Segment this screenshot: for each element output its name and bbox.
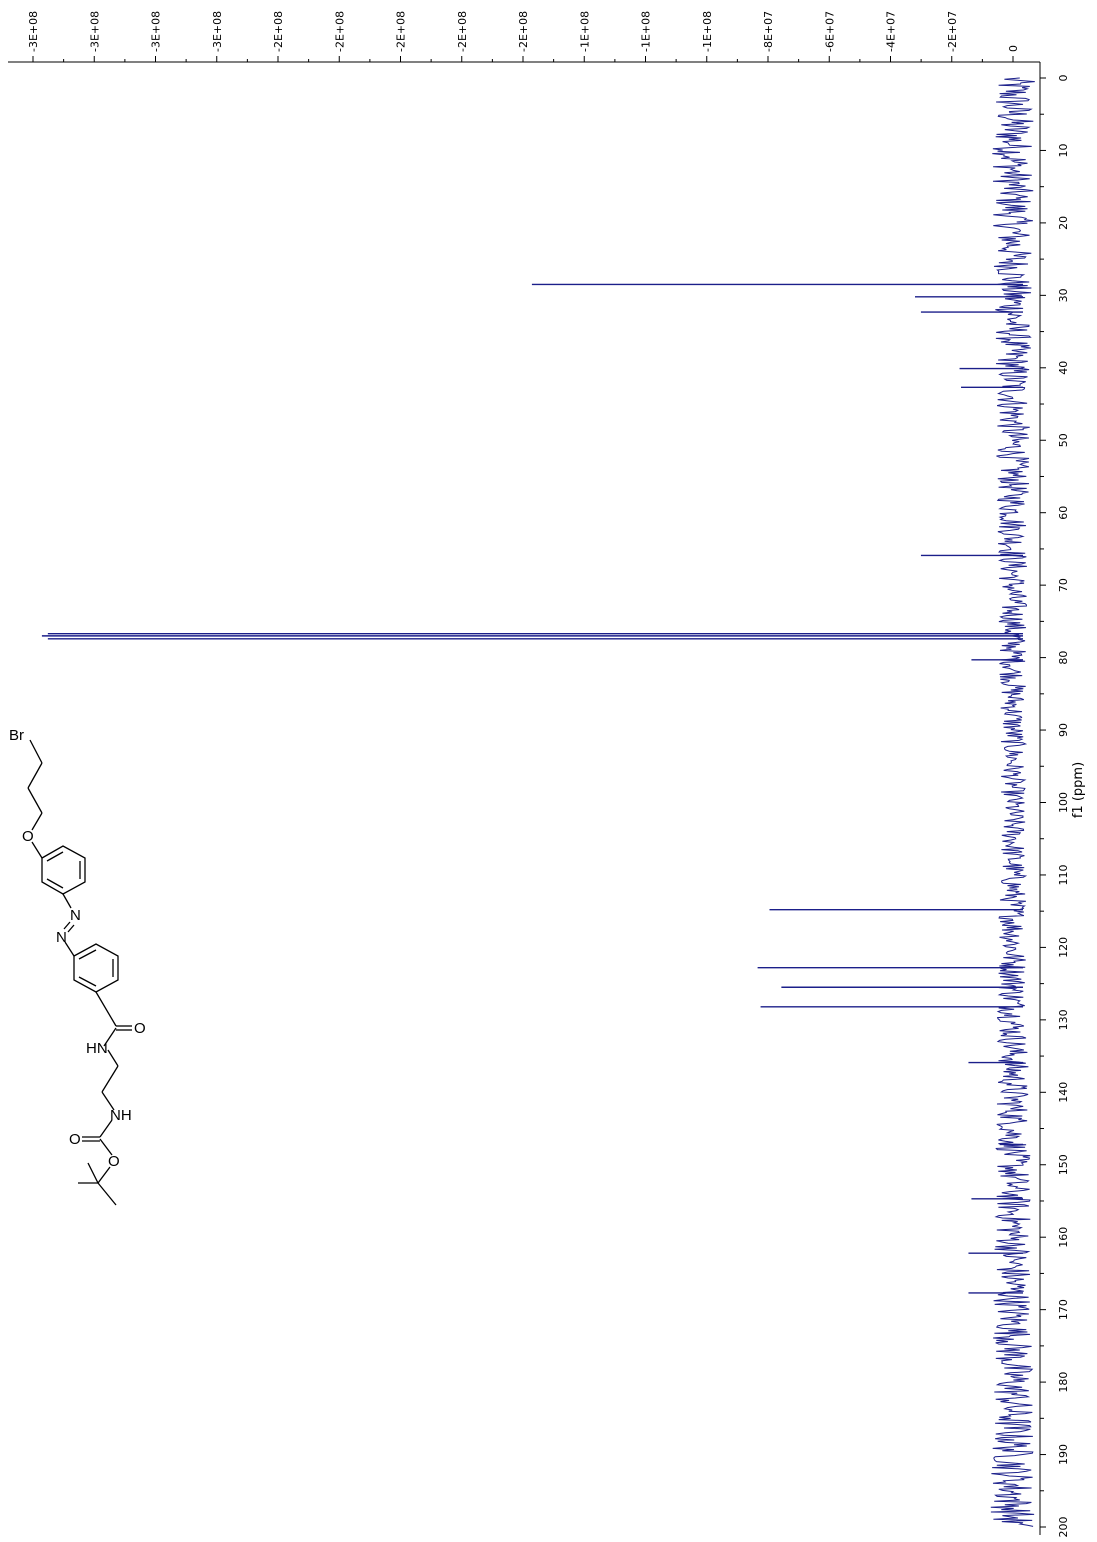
intensity-tick-label: -8E+07 — [762, 11, 775, 52]
ppm-tick-label: 110 — [1057, 864, 1070, 885]
intensity-tick-label: -1E+08 — [578, 11, 591, 52]
intensity-tick-label: -2E+08 — [333, 11, 346, 52]
ppm-tick-label: 130 — [1057, 1009, 1070, 1030]
intensity-tick-label: -3E+08 — [88, 11, 101, 52]
intensity-tick-label: -2E+08 — [272, 11, 285, 52]
ppm-tick-label: 140 — [1057, 1082, 1070, 1103]
atom-label-br: Br — [9, 727, 24, 744]
ppm-ticks: 0 10 20 30 40 50 60 70 80 90 100 110 120 130 140 150 160… — [1040, 75, 1070, 1538]
ppm-tick-label: 200 — [1057, 1517, 1070, 1538]
ppm-tick-label: 60 — [1057, 506, 1070, 520]
intensity-tick-label: -4E+07 — [885, 11, 898, 52]
intensity-ticks: -3E+08 -3E+08 -3E+08 -3E+08 -2E+08 -2E+08 -2E+… — [27, 11, 1020, 62]
structure-bonds — [27, 739, 132, 1206]
intensity-tick-label: -1E+08 — [640, 11, 653, 52]
atom-label-hn-amide: HN — [86, 1040, 108, 1057]
ppm-tick-label: 20 — [1057, 216, 1070, 230]
atom-label-o-ether: O — [22, 828, 34, 845]
ppm-axis: 0 10 20 30 40 50 60 70 80 90 100 110 120 130 140 150 160… — [1039, 62, 1086, 1538]
ppm-tick-label: 10 — [1057, 143, 1070, 157]
intensity-tick-label: -2E+07 — [946, 11, 959, 52]
chemical-structure: Br O N N O HN NH O O — [9, 727, 146, 1206]
ppm-tick-label: 190 — [1057, 1444, 1070, 1465]
intensity-tick-label: -3E+08 — [27, 11, 40, 52]
ppm-axis-label: f1 (ppm) — [1071, 762, 1086, 818]
ppm-tick-label: 40 — [1057, 361, 1070, 375]
atom-label-o-carbonyl: O — [69, 1131, 81, 1148]
ppm-tick-label: 80 — [1057, 651, 1070, 665]
structure-atom-labels: Br O N N O HN NH O O — [9, 727, 146, 1170]
intensity-tick-label: -1E+08 — [701, 11, 714, 52]
spectrum-plot-area — [41, 77, 1035, 1527]
ppm-tick-label: 170 — [1057, 1299, 1070, 1320]
intensity-tick-label: -3E+08 — [150, 11, 163, 52]
ppm-tick-label: 90 — [1057, 723, 1070, 737]
ppm-tick-label: 180 — [1057, 1372, 1070, 1393]
intensity-tick-label: -2E+08 — [395, 11, 408, 52]
ppm-tick-label: 70 — [1057, 578, 1070, 592]
intensity-axis: -3E+08 -3E+08 -3E+08 -3E+08 -2E+08 -2E+08 -2E+… — [8, 11, 1040, 63]
ppm-tick-label: 160 — [1057, 1227, 1070, 1248]
intensity-tick-label: -2E+08 — [456, 11, 469, 52]
spectrum-baseline-trace — [990, 77, 1035, 1527]
atom-label-o-amide: O — [134, 1020, 146, 1037]
ppm-tick-label: 100 — [1057, 792, 1070, 813]
ppm-tick-label: 150 — [1057, 1154, 1070, 1175]
atom-label-nh-carbamate: NH — [110, 1107, 132, 1124]
intensity-tick-label: -6E+07 — [823, 11, 836, 52]
atom-label-n1: N — [70, 907, 81, 924]
atom-label-n2: N — [56, 929, 67, 946]
ppm-tick-label: 30 — [1057, 288, 1070, 302]
atom-label-o-ester: O — [108, 1153, 120, 1170]
ppm-tick-label: 120 — [1057, 937, 1070, 958]
ppm-tick-label: 50 — [1057, 433, 1070, 447]
intensity-tick-label: -3E+08 — [211, 11, 224, 52]
ppm-tick-label: 0 — [1057, 75, 1070, 82]
intensity-tick-label: -2E+08 — [517, 11, 530, 52]
intensity-tick-label: 0 — [1007, 45, 1020, 52]
